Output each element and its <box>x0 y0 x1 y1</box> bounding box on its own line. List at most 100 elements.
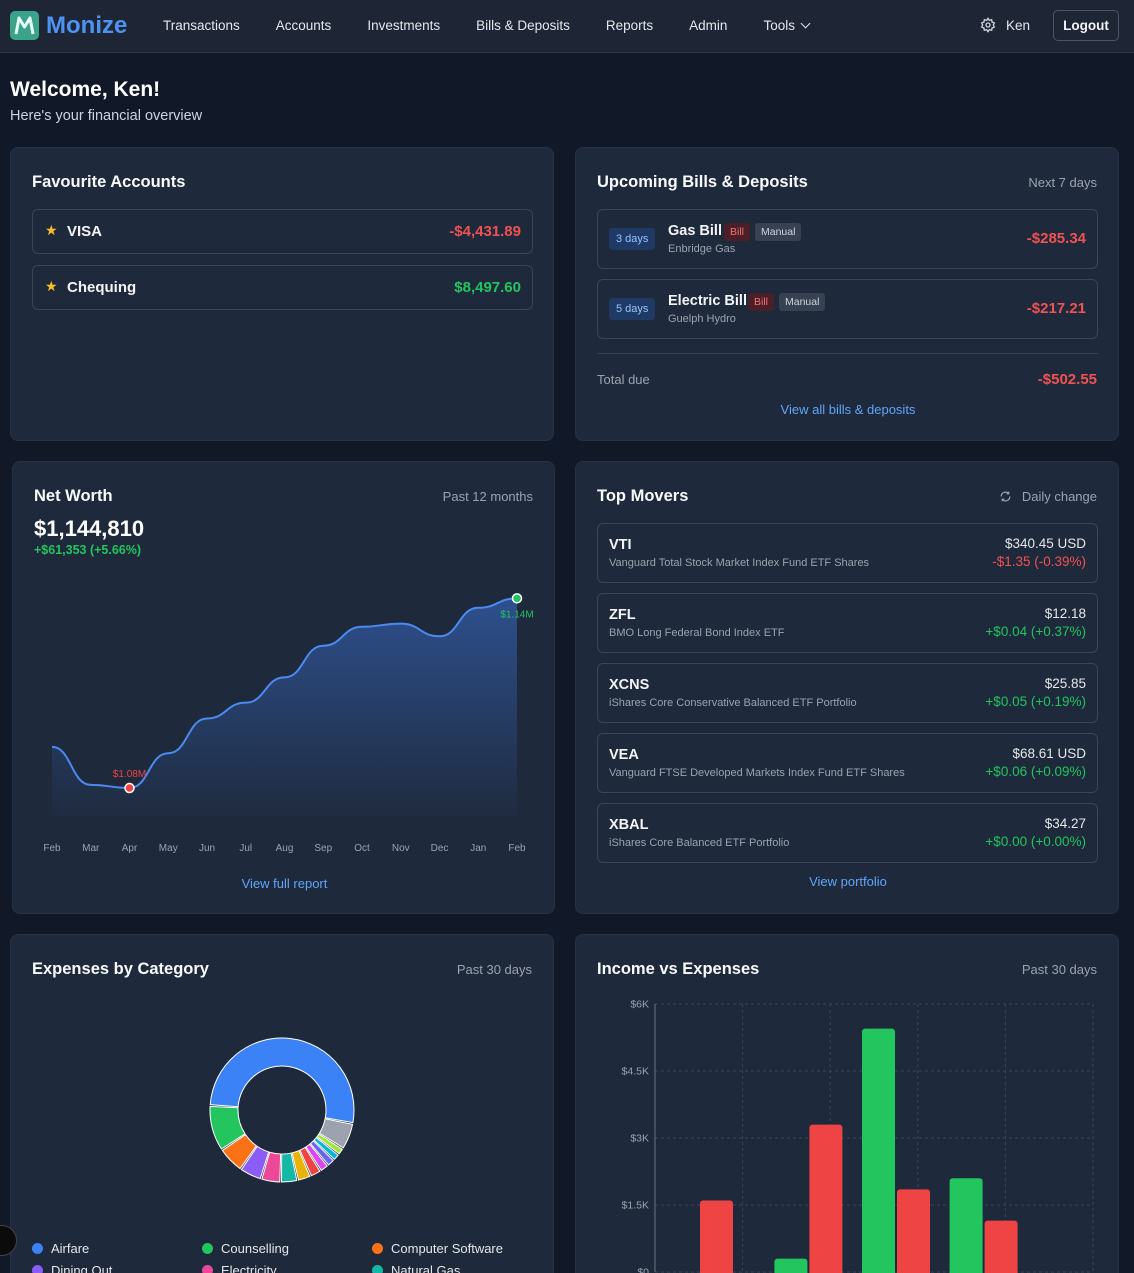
bill-payee: Enbridge Gas <box>668 243 736 255</box>
y-tick-label: $6K <box>630 999 649 1011</box>
price: $25.85 <box>1044 676 1086 691</box>
legend-label: Counselling <box>221 1241 289 1256</box>
price: $34.27 <box>1044 816 1086 831</box>
donut-slice <box>281 1152 298 1183</box>
card-title: Upcoming Bills & Deposits <box>597 173 808 191</box>
ticker: VEA <box>609 747 639 763</box>
expenses-card: Expenses by Category Past 30 days Airfar… <box>10 934 554 1273</box>
security-name: Vanguard Total Stock Market Index Fund E… <box>609 557 870 569</box>
app-name: Monize <box>46 11 128 39</box>
min-label: $1.08M <box>113 769 146 780</box>
net-worth-value: $1,144,810 <box>34 516 145 541</box>
bill-name: Electric Bill <box>668 293 747 309</box>
legend-label: Natural Gas <box>391 1263 461 1273</box>
price: $68.61 USD <box>1012 746 1086 761</box>
net-worth-card: Net Worth Past 12 months $1,144,810 +$61… <box>12 461 555 914</box>
legend-item[interactable]: Computer Software <box>372 1241 503 1256</box>
legend-item[interactable]: Electricity <box>202 1263 277 1273</box>
security-name: Vanguard FTSE Developed Markets Index Fu… <box>609 767 905 779</box>
mover-row[interactable]: XBAL iShares Core Balanced ETF Portfolio… <box>597 803 1098 863</box>
mover-row[interactable]: VTI Vanguard Total Stock Market Index Fu… <box>597 523 1098 583</box>
donut-slice <box>209 1037 355 1124</box>
donut-slice <box>318 1118 354 1149</box>
y-tick-label: $0 <box>637 1267 649 1273</box>
legend-item[interactable]: Natural Gas <box>372 1263 460 1273</box>
security-name: BMO Long Federal Bond Index ETF <box>609 627 785 639</box>
mover-row[interactable]: ZFL BMO Long Federal Bond Index ETF $12.… <box>597 593 1098 653</box>
divider <box>597 353 1098 354</box>
view-all-bills-link[interactable]: View all bills & deposits <box>780 402 916 417</box>
y-tick-label: $1.5K <box>622 1200 649 1212</box>
income-bar <box>774 1258 808 1273</box>
price: $12.18 <box>1044 606 1086 621</box>
nav-tools[interactable]: Tools <box>763 18 811 33</box>
legend-item[interactable]: Counselling <box>202 1241 289 1256</box>
bill-row[interactable]: 5 days Electric Bill Bill Manual Guelph … <box>597 279 1098 339</box>
account-row[interactable]: ★ VISA -$4,431.89 <box>32 209 533 254</box>
bill-type-badge: Bill <box>724 223 751 241</box>
x-tick-label: Jul <box>239 843 252 854</box>
bill-row[interactable]: 3 days Gas Bill Bill Manual Enbridge Gas… <box>597 209 1098 269</box>
legend-label: Airfare <box>51 1241 90 1256</box>
income-bar <box>949 1178 983 1273</box>
bill-type-badge: Bill <box>748 293 775 311</box>
nav-transactions[interactable]: Transactions <box>163 18 240 33</box>
card-title: Favourite Accounts <box>32 173 186 191</box>
view-portfolio-link[interactable]: View portfolio <box>809 874 887 889</box>
account-balance: $8,497.60 <box>454 279 521 296</box>
view-full-report-link[interactable]: View full report <box>241 876 328 891</box>
legend-swatch <box>32 1243 43 1254</box>
income-range: Past 30 days <box>1021 962 1097 977</box>
mover-row[interactable]: VEA Vanguard FTSE Developed Markets Inde… <box>597 733 1098 793</box>
x-tick-label: Apr <box>122 843 138 854</box>
price-change: +$0.04 (+0.37%) <box>985 624 1086 639</box>
net-worth-range: Past 12 months <box>442 489 533 504</box>
bill-name: Gas Bill <box>668 223 722 239</box>
ticker: VTI <box>609 537 632 553</box>
expense-bar <box>809 1124 843 1273</box>
price-change: +$0.00 (+0.00%) <box>985 834 1086 849</box>
page-title: Welcome, Ken! <box>10 78 161 101</box>
mover-row[interactable]: XCNS iShares Core Conservative Balanced … <box>597 663 1098 723</box>
income-expenses-card: Income vs Expenses Past 30 days $0 $1.5K $… <box>575 934 1119 1273</box>
total-due-label: Total due <box>597 372 650 387</box>
legend-item[interactable]: Dining Out <box>32 1263 112 1273</box>
price: $340.45 USD <box>1004 536 1086 551</box>
x-tick-label: Jan <box>470 843 486 854</box>
bill-amount: -$217.21 <box>1026 300 1086 317</box>
x-tick-label: Mar <box>82 843 100 854</box>
user-menu[interactable]: Ken <box>980 17 1030 33</box>
logo-icon <box>10 11 39 40</box>
manual-badge: Manual <box>779 293 826 311</box>
x-tick-label: Aug <box>276 843 294 854</box>
page-subtitle: Here's your financial overview <box>10 108 203 124</box>
nav-accounts[interactable]: Accounts <box>275 18 332 33</box>
expense-bar <box>897 1189 930 1273</box>
app-logo[interactable]: Monize <box>10 11 127 40</box>
donut-slice <box>299 1146 321 1177</box>
legend-item[interactable]: Airfare <box>32 1241 89 1256</box>
nav-bills-deposits[interactable]: Bills & Deposits <box>476 18 570 33</box>
legend-label: Computer Software <box>391 1241 503 1256</box>
y-tick-label: $4.5K <box>622 1066 649 1078</box>
x-tick-label: Dec <box>431 843 449 854</box>
donut-slice <box>261 1151 282 1183</box>
card-title: Top Movers <box>597 487 689 505</box>
due-badge: 3 days <box>609 228 656 250</box>
daily-change-toggle[interactable]: Daily change <box>999 489 1097 504</box>
security-name: iShares Core Balanced ETF Portfolio <box>609 837 790 849</box>
account-row[interactable]: ★ Chequing $8,497.60 <box>32 265 533 310</box>
bills-range: Next 7 days <box>1028 175 1097 190</box>
card-title: Expenses by Category <box>32 960 209 978</box>
logout-button[interactable]: Logout <box>1053 10 1119 41</box>
nav-admin[interactable]: Admin <box>689 18 728 33</box>
expense-bar <box>700 1200 733 1273</box>
chevron-down-icon <box>800 18 811 29</box>
nav-investments[interactable]: Investments <box>367 18 441 33</box>
total-due-amount: -$502.55 <box>1037 371 1097 388</box>
min-point <box>124 782 135 794</box>
refresh-icon <box>1000 491 1011 502</box>
donut-slice <box>316 1133 344 1155</box>
nav-reports[interactable]: Reports <box>605 18 654 33</box>
x-tick-label: Feb <box>43 843 61 854</box>
